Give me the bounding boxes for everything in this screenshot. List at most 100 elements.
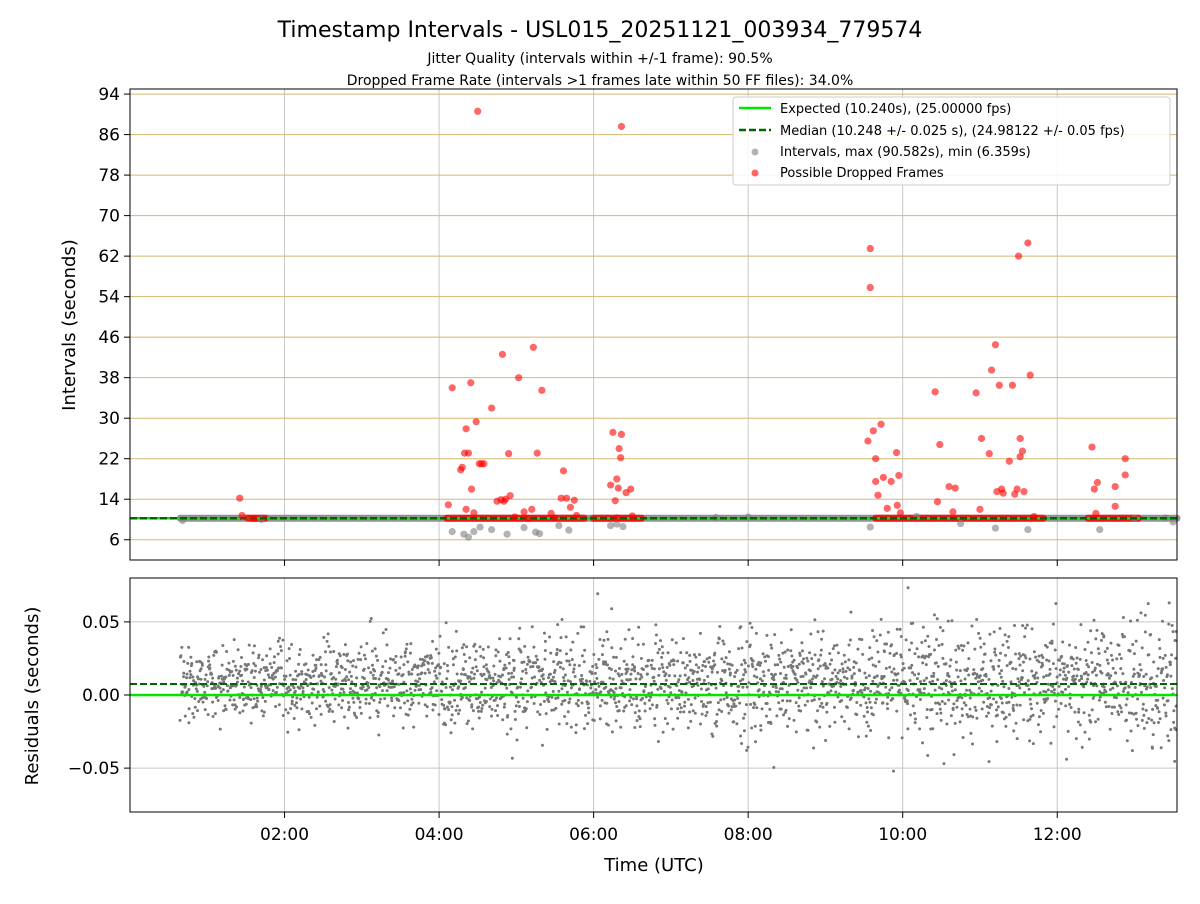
residual-point <box>351 664 355 668</box>
residual-point <box>567 700 571 704</box>
residual-point <box>722 660 726 664</box>
residual-point <box>845 705 849 709</box>
dropped-frame-point <box>949 508 957 516</box>
residual-point <box>804 672 808 676</box>
residual-point <box>553 668 557 672</box>
residual-point <box>624 704 628 708</box>
interval-point <box>535 530 544 538</box>
residual-point <box>1025 623 1029 627</box>
residual-point <box>810 677 814 681</box>
residual-point <box>972 668 976 672</box>
residual-point <box>668 685 672 689</box>
dropped-frame-point <box>987 366 996 374</box>
residual-point <box>518 685 522 689</box>
residual-point <box>879 617 883 621</box>
residual-point <box>774 690 778 694</box>
residual-point <box>714 686 718 690</box>
residual-point <box>932 613 936 617</box>
residual-point <box>926 634 930 638</box>
residual-point <box>847 658 851 662</box>
residual-point <box>561 667 565 671</box>
residual-point <box>639 656 643 660</box>
residual-point <box>263 699 267 703</box>
residual-point <box>859 703 863 707</box>
residual-point <box>1004 715 1008 719</box>
residual-point <box>858 637 862 641</box>
residual-point <box>652 667 656 671</box>
dropped-frame-point <box>462 505 470 513</box>
residual-point <box>515 695 519 699</box>
residual-point <box>870 656 874 660</box>
residual-point <box>913 673 917 677</box>
interval-point <box>565 526 573 534</box>
residual-point <box>467 680 471 684</box>
dropped-frame-point <box>617 122 626 131</box>
residual-point <box>563 714 567 718</box>
residual-points <box>178 586 1177 773</box>
residual-point <box>871 679 875 683</box>
residual-point <box>670 638 674 642</box>
residual-point <box>504 666 508 670</box>
residual-point <box>750 662 754 666</box>
residual-point <box>781 699 785 703</box>
residual-point <box>1118 704 1122 708</box>
residual-point <box>292 716 296 720</box>
residual-point <box>609 667 613 671</box>
residual-point <box>702 678 706 682</box>
residual-point <box>1134 717 1138 721</box>
residual-point <box>734 671 738 675</box>
residual-point <box>388 666 392 670</box>
residual-point <box>698 677 702 681</box>
residual-point <box>610 646 614 650</box>
residual-point <box>918 688 922 692</box>
residual-point <box>1082 711 1086 715</box>
residual-point <box>710 732 714 736</box>
residual-point <box>517 704 521 708</box>
dropped-frame-point <box>972 389 980 397</box>
residual-point <box>573 663 577 667</box>
residual-point <box>252 697 256 701</box>
residual-point <box>1098 663 1102 667</box>
residual-point <box>306 683 310 687</box>
residual-point <box>812 698 816 702</box>
residual-point <box>1014 667 1018 671</box>
residual-point <box>478 700 482 704</box>
residual-point <box>235 676 239 680</box>
residual-point <box>238 711 242 715</box>
residual-point <box>1089 720 1093 724</box>
dropped-frame-point <box>866 283 874 292</box>
dropped-frame-point <box>892 449 901 457</box>
residual-point <box>244 702 248 706</box>
residual-point <box>299 697 303 701</box>
residual-point <box>394 668 398 672</box>
residual-point <box>358 700 362 704</box>
residual-point <box>721 639 725 643</box>
residual-point <box>720 710 724 714</box>
residual-point <box>1161 619 1165 623</box>
residual-point <box>216 698 220 702</box>
residual-point <box>1168 660 1172 664</box>
residual-point <box>1045 658 1049 662</box>
residual-point <box>351 696 355 700</box>
residual-point <box>1109 653 1113 657</box>
residual-point <box>286 730 290 734</box>
residual-point <box>799 709 803 713</box>
residual-point <box>735 722 739 726</box>
residual-point <box>654 642 658 646</box>
residual-point <box>416 673 420 677</box>
residual-point <box>507 672 511 676</box>
residual-point <box>662 670 666 674</box>
residual-point <box>1012 708 1016 712</box>
residual-point <box>698 722 702 726</box>
residual-point <box>307 695 311 699</box>
residual-point <box>486 645 490 649</box>
residual-point <box>221 688 225 692</box>
residual-point <box>297 672 301 676</box>
residual-point <box>574 731 578 735</box>
residual-point <box>660 645 664 649</box>
residual-point <box>226 689 230 693</box>
residual-point <box>182 659 186 663</box>
residual-point <box>375 686 379 690</box>
residual-point <box>449 718 453 722</box>
residual-point <box>580 673 584 677</box>
